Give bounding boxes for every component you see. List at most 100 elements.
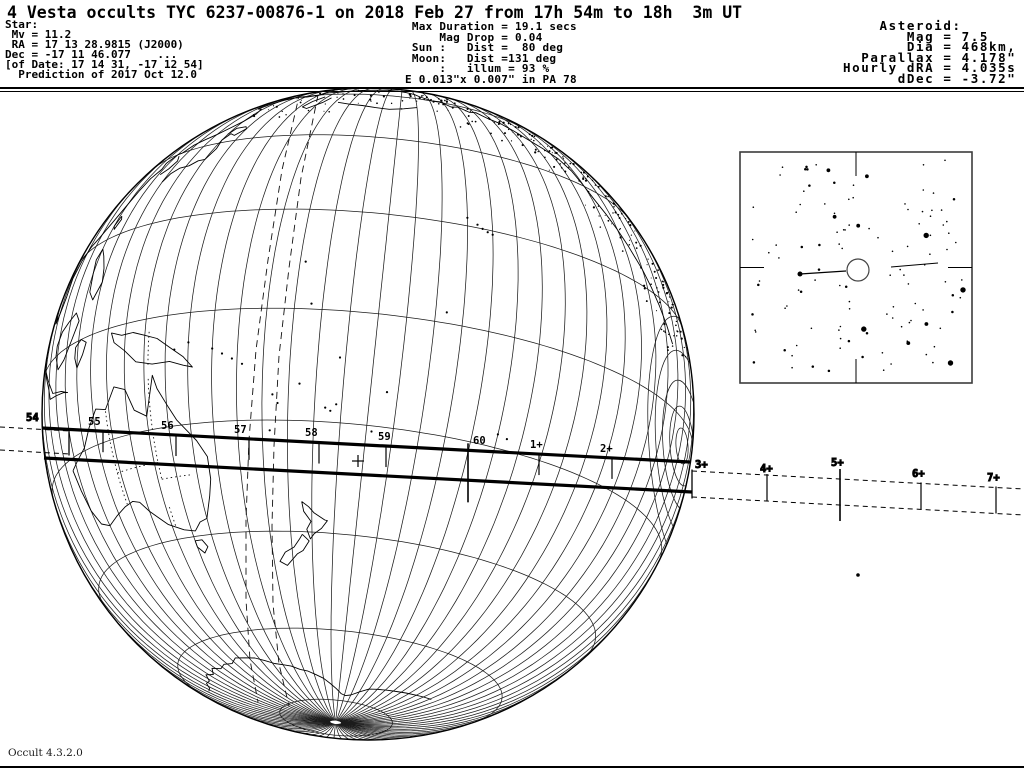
meridian-line xyxy=(338,98,519,722)
limb-oval xyxy=(647,315,694,577)
meridian-line xyxy=(76,127,331,722)
meridian-line xyxy=(335,724,343,740)
meridian-line xyxy=(335,89,403,721)
meridian-line xyxy=(339,114,608,722)
minute-label: 1+ xyxy=(530,439,543,451)
meridian-line xyxy=(339,111,588,722)
meridian-line xyxy=(341,607,631,727)
path-band-left: 54 xyxy=(0,412,70,456)
meridian-line xyxy=(42,385,330,723)
target-star-circle xyxy=(846,258,870,282)
meridian-line xyxy=(336,723,351,740)
coastline xyxy=(45,360,69,400)
meridian-line xyxy=(192,688,331,724)
meridian-line xyxy=(55,181,331,722)
island-dots xyxy=(173,216,508,441)
meridian-line xyxy=(341,288,692,724)
coastline xyxy=(161,126,247,183)
meridian-line xyxy=(43,302,331,722)
state-border xyxy=(147,331,150,368)
parallel-line xyxy=(51,419,663,560)
meridian-line xyxy=(341,453,692,725)
meridian-line xyxy=(340,166,669,723)
minute-label: 2+ xyxy=(600,443,613,455)
globe-group xyxy=(42,88,694,740)
minute-label: 56 xyxy=(161,420,174,432)
meridian-line xyxy=(338,723,410,739)
coastline xyxy=(279,533,310,566)
meridian-line xyxy=(143,94,332,721)
minute-label: 58 xyxy=(305,427,318,439)
meridian-line xyxy=(341,233,686,723)
meridian-line xyxy=(336,93,468,722)
asteroid-track-out xyxy=(890,262,939,268)
parallel-line xyxy=(177,627,503,723)
state-border xyxy=(147,378,163,480)
meridian-line xyxy=(325,723,336,738)
minute-label: 3+ xyxy=(695,459,708,471)
coastline xyxy=(205,657,432,700)
occultation-path xyxy=(41,426,693,503)
meridian-line xyxy=(335,90,419,721)
meridian-line xyxy=(341,544,667,726)
parallel-line xyxy=(77,208,684,329)
meridian-line xyxy=(123,97,332,722)
state-border xyxy=(105,411,128,505)
meridian-line xyxy=(287,88,375,721)
meridian-line xyxy=(311,88,384,721)
minute-label: 54 xyxy=(26,412,39,424)
meridian-line xyxy=(340,684,550,730)
coastline xyxy=(159,156,180,175)
coastline xyxy=(72,374,212,532)
event-info-block: Max Duration = 19.1 secs Mag Drop = 0.04… xyxy=(405,20,577,86)
path-north-limit xyxy=(41,426,691,464)
coastline xyxy=(74,339,87,369)
path-band-right: 3+ 4+ 5+ 6+ 7+ xyxy=(691,457,1024,522)
meridian-line xyxy=(230,709,332,726)
meridian-line xyxy=(339,121,626,722)
asteroid-info-block: Asteroid: Mag = 7.5 Dia = 468km, 0.307" … xyxy=(843,18,1017,86)
coastline xyxy=(337,101,418,110)
limb-oval xyxy=(669,405,694,487)
path-south-limit xyxy=(43,456,693,494)
coastline xyxy=(419,96,674,345)
meridian-line xyxy=(337,723,367,740)
star-chart-inset xyxy=(739,151,973,384)
coastline xyxy=(301,501,328,540)
header-divider-thin xyxy=(0,90,1024,92)
state-border xyxy=(168,506,177,529)
meridian-line xyxy=(340,653,590,729)
meridian-line xyxy=(90,115,331,722)
meridian-line xyxy=(245,715,332,727)
coastline xyxy=(55,191,140,325)
meridian-line xyxy=(164,92,333,721)
state-border xyxy=(161,474,193,480)
globe-limb xyxy=(41,87,695,741)
meridian-line xyxy=(339,723,425,737)
meridian-line xyxy=(340,149,657,723)
meridian-line xyxy=(260,721,332,728)
meridian-line xyxy=(337,96,494,722)
minute-label: 4+ xyxy=(760,463,773,475)
asteroid-track-in xyxy=(799,270,847,275)
meridian-line xyxy=(336,91,443,721)
header-divider-thick xyxy=(0,87,1024,89)
meridian-line xyxy=(106,105,332,722)
minute-label: 5+ xyxy=(831,457,844,469)
inset-frame xyxy=(739,151,973,384)
meridian-line xyxy=(48,479,330,723)
site-dot xyxy=(856,573,860,577)
coastline xyxy=(55,312,80,371)
meridian-line xyxy=(336,723,359,740)
meridian-line xyxy=(48,228,331,722)
meridian-line xyxy=(330,88,394,721)
meridian-line xyxy=(261,88,363,721)
meridian-line xyxy=(339,723,441,736)
minute-label: 7+ xyxy=(987,472,1000,484)
limb-hatch xyxy=(252,89,687,358)
terminator-line xyxy=(271,94,319,707)
meridian-line xyxy=(211,88,344,721)
minute-label: 6+ xyxy=(912,468,925,480)
